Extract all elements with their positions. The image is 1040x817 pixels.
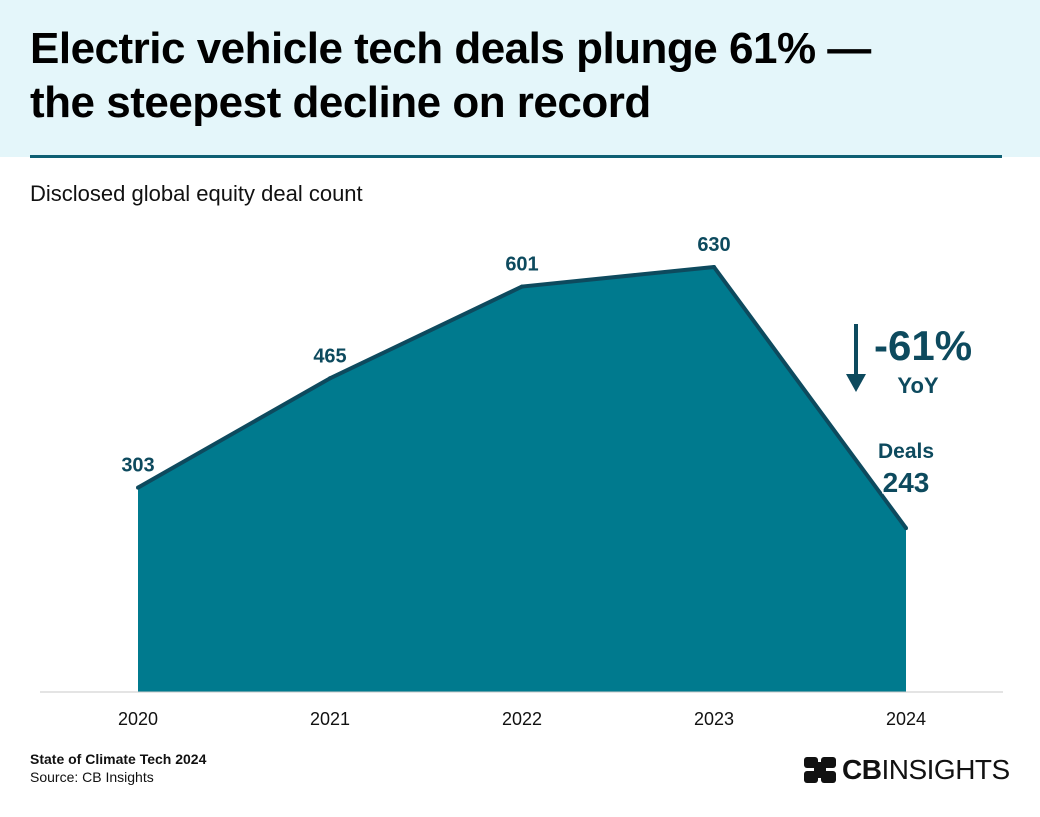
logo-text-bold: CB [842,754,882,785]
title-line-2: the steepest decline on record [30,78,651,127]
logo-text: CBINSIGHTS [842,754,1010,786]
data-label-layer: 303 465 601 630 Deals 243 [121,234,934,500]
logo-text-rest: INSIGHTS [881,754,1010,785]
title-line-1: Electric vehicle tech deals plunge 61% — [30,24,871,73]
x-axis: 2020 2021 2022 2023 2024 [40,691,1003,729]
header-divider [30,155,1002,158]
down-arrow-icon [846,324,866,392]
data-point-2024 [904,526,908,531]
deals-label: Deals [878,440,934,463]
data-point-2022 [520,284,524,289]
report-name: State of Climate Tech 2024 [30,751,207,767]
data-label-2022: 601 [505,254,538,276]
cb-logo-icon [804,757,836,783]
data-point-2021 [328,376,332,381]
x-tick-label-2024: 2024 [886,709,926,729]
header-band [0,0,1040,157]
cb-insights-logo: CBINSIGHTS [804,754,1010,786]
data-label-2020: 303 [121,455,154,477]
data-point-2020 [136,485,140,490]
x-tick-label-2020: 2020 [118,709,158,729]
data-label-2021: 465 [313,345,346,367]
page-title: Electric vehicle tech deals plunge 61% —… [30,22,990,130]
data-label-2024: 243 [883,467,930,498]
x-tick-label-2023: 2023 [694,709,734,729]
change-period: YoY [897,373,938,398]
x-tick-label-2022: 2022 [502,709,542,729]
chart-subtitle: Disclosed global equity deal count [30,181,363,206]
source-note: Source: CB Insights [30,769,154,785]
x-tick-label-2021: 2021 [310,709,350,729]
data-label-2023: 630 [697,234,730,256]
annotation-layer: -61% YoY [846,322,972,398]
data-point-2023 [712,265,716,269]
area-layer [136,265,908,692]
area-fill [138,267,906,692]
change-percent: -61% [874,322,972,369]
